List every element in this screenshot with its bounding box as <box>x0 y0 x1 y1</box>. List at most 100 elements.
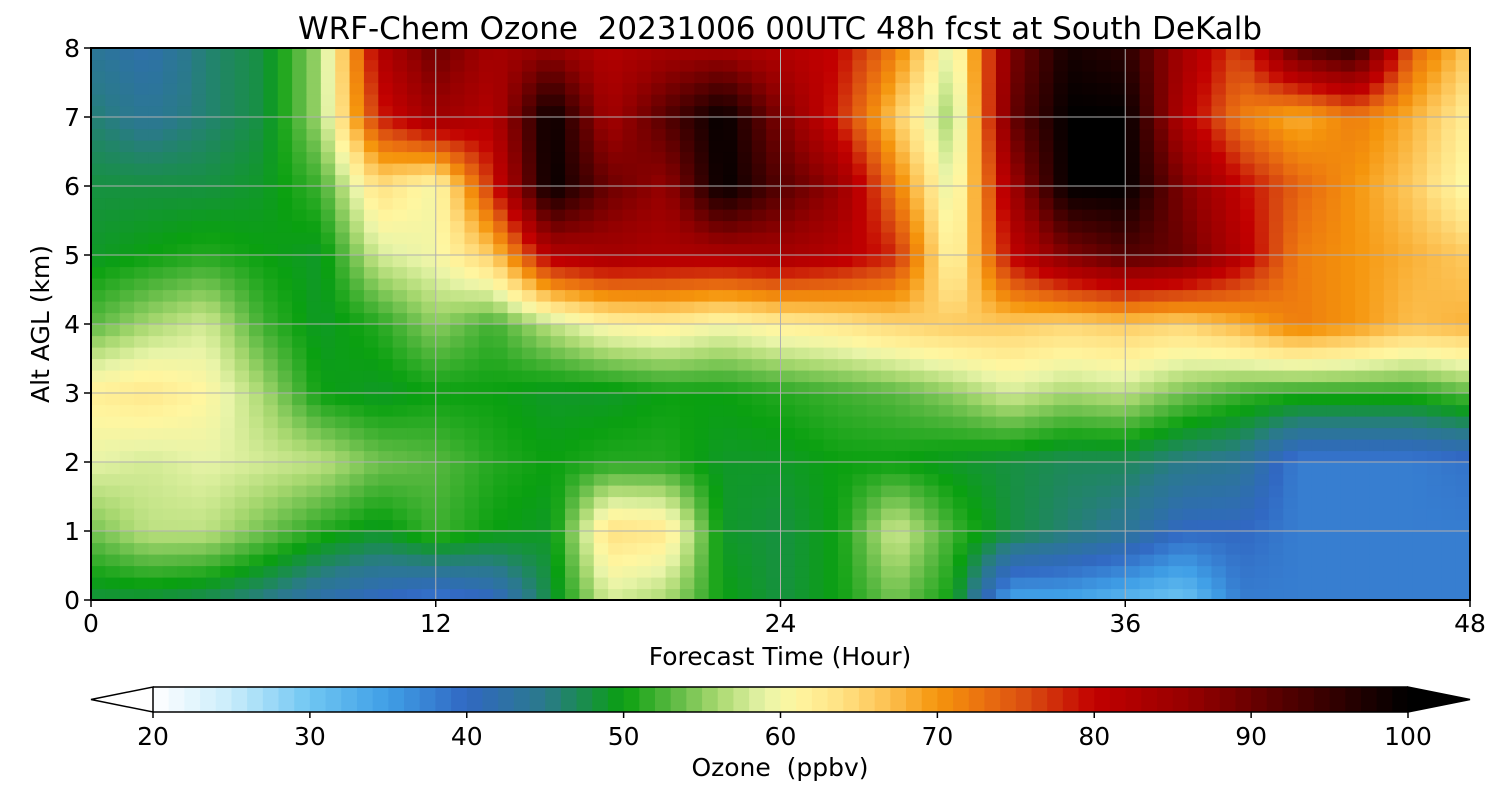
heatmap-cell <box>550 94 566 107</box>
heatmap-cell <box>708 381 724 394</box>
heatmap-cell <box>292 542 308 555</box>
chart-title: WRF-Chem Ozone 20231006 00UTC 48h fcst a… <box>298 11 1262 47</box>
heatmap-cell <box>148 163 164 176</box>
heatmap-cell <box>1297 542 1313 555</box>
heatmap-cell <box>1211 117 1227 130</box>
heatmap-cell <box>1383 128 1399 141</box>
heatmap-cell <box>378 381 394 394</box>
heatmap-cell <box>1268 508 1284 521</box>
heatmap-cell <box>91 48 106 61</box>
heatmap-cell <box>1010 427 1026 440</box>
heatmap-cell <box>751 427 767 440</box>
heatmap-cell <box>493 565 509 578</box>
heatmap-cell <box>579 393 595 406</box>
heatmap-cell <box>521 554 537 567</box>
heatmap-cell <box>737 71 753 84</box>
heatmap-cell <box>1268 163 1284 176</box>
heatmap-cell <box>191 347 207 360</box>
heatmap-cell <box>1254 358 1270 371</box>
heatmap-cell <box>1297 393 1313 406</box>
heatmap-cell <box>1426 312 1442 325</box>
heatmap-cell <box>622 508 638 521</box>
heatmap-cell <box>191 301 207 314</box>
heatmap-cell <box>708 301 724 314</box>
heatmap-cell <box>263 174 279 187</box>
heatmap-cell <box>737 266 753 279</box>
heatmap-cell <box>1369 243 1385 256</box>
heatmap-cell <box>464 289 480 302</box>
heatmap-cell <box>1153 404 1169 417</box>
heatmap-cell <box>119 335 135 348</box>
heatmap-cell <box>967 105 983 118</box>
heatmap-cell <box>493 82 509 95</box>
heatmap-cell <box>378 197 394 210</box>
heatmap-cell <box>1153 301 1169 314</box>
heatmap-cell <box>134 473 150 486</box>
heatmap-cell <box>421 59 437 72</box>
heatmap-cell <box>995 439 1011 452</box>
heatmap-cell <box>694 588 710 600</box>
heatmap-cell <box>579 151 595 164</box>
heatmap-cell <box>349 301 365 314</box>
heatmap-cell <box>780 232 796 245</box>
heatmap-cell <box>967 588 983 600</box>
heatmap-cell <box>507 554 523 567</box>
heatmap-cell <box>780 335 796 348</box>
heatmap-cell <box>679 462 695 475</box>
heatmap-cell <box>622 450 638 463</box>
heatmap-cell <box>1355 94 1371 107</box>
colorbar-segment <box>1392 687 1409 712</box>
heatmap-cell <box>723 404 738 417</box>
heatmap-cell <box>349 416 365 429</box>
heatmap-cell <box>1053 59 1069 72</box>
heatmap-cell <box>1024 427 1040 440</box>
heatmap-cell <box>866 485 882 498</box>
heatmap-cell <box>622 588 638 600</box>
heatmap-cell <box>1153 82 1169 95</box>
heatmap-cell <box>1024 186 1040 199</box>
heatmap-cell <box>1355 117 1371 130</box>
colorbar <box>90 686 1471 713</box>
y-tick-label: 3 <box>64 379 80 408</box>
heatmap-cell <box>521 94 537 107</box>
heatmap-cell <box>450 335 466 348</box>
heatmap-cell <box>794 186 810 199</box>
heatmap-cell <box>952 48 968 61</box>
heatmap-cell <box>924 588 940 600</box>
heatmap-cell <box>134 404 150 417</box>
heatmap-cell <box>694 266 710 279</box>
heatmap-cell <box>1225 266 1241 279</box>
heatmap-cell <box>593 197 609 210</box>
heatmap-cell <box>708 312 724 325</box>
heatmap-cell <box>521 266 537 279</box>
heatmap-cell <box>1225 439 1241 452</box>
heatmap-cell <box>536 439 552 452</box>
heatmap-cell <box>1240 508 1256 521</box>
heatmap-cell <box>435 588 451 600</box>
heatmap-cell <box>895 301 911 314</box>
heatmap-cell <box>938 289 954 302</box>
heatmap-cell <box>1067 243 1083 256</box>
heatmap-cell <box>234 82 250 95</box>
heatmap-cell <box>909 588 925 600</box>
heatmap-cell <box>1426 59 1442 72</box>
heatmap-cell <box>1240 312 1256 325</box>
heatmap-cell <box>565 174 580 187</box>
heatmap-cell <box>1039 519 1055 532</box>
heatmap-cell <box>1039 266 1055 279</box>
heatmap-cell <box>665 577 681 590</box>
heatmap-cell <box>1182 163 1198 176</box>
heatmap-cell <box>134 427 150 440</box>
heatmap-cell <box>1326 117 1342 130</box>
heatmap-cell <box>995 59 1011 72</box>
heatmap-cell <box>694 71 710 84</box>
heatmap-cell <box>1168 347 1184 360</box>
heatmap-cell <box>837 301 853 314</box>
heatmap-cell <box>1383 324 1399 337</box>
heatmap-cell <box>105 404 121 417</box>
heatmap-cell <box>550 128 566 141</box>
heatmap-cell <box>967 450 983 463</box>
heatmap-cell <box>622 128 638 141</box>
heatmap-cell <box>1096 416 1112 429</box>
heatmap-cell <box>881 186 897 199</box>
